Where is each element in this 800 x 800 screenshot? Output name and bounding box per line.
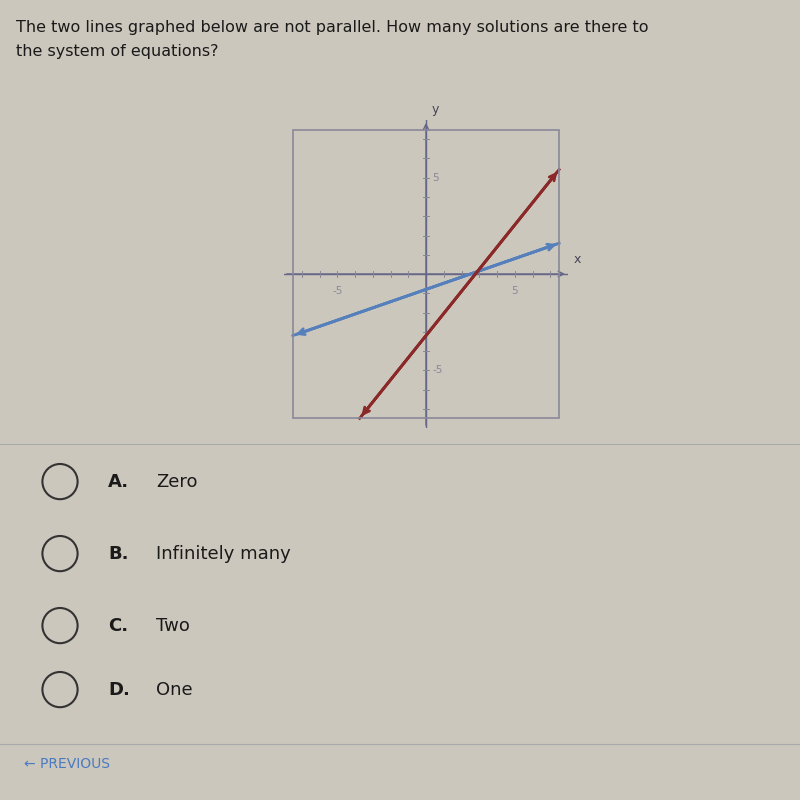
Text: C.: C. <box>108 617 128 634</box>
Text: A.: A. <box>108 473 129 490</box>
Text: Infinitely many: Infinitely many <box>156 545 290 562</box>
Text: Two: Two <box>156 617 190 634</box>
Text: -5: -5 <box>332 286 342 295</box>
Text: The two lines graphed below are not parallel. How many solutions are there to: The two lines graphed below are not para… <box>16 20 649 35</box>
Text: D.: D. <box>108 681 130 698</box>
Text: 5: 5 <box>511 286 518 295</box>
Text: 5: 5 <box>432 173 439 182</box>
Text: y: y <box>431 103 438 116</box>
Text: ← PREVIOUS: ← PREVIOUS <box>24 757 110 771</box>
Text: x: x <box>574 254 581 266</box>
Text: B.: B. <box>108 545 129 562</box>
Text: One: One <box>156 681 193 698</box>
Text: Zero: Zero <box>156 473 198 490</box>
Text: the system of equations?: the system of equations? <box>16 44 218 59</box>
Text: -5: -5 <box>432 366 442 375</box>
